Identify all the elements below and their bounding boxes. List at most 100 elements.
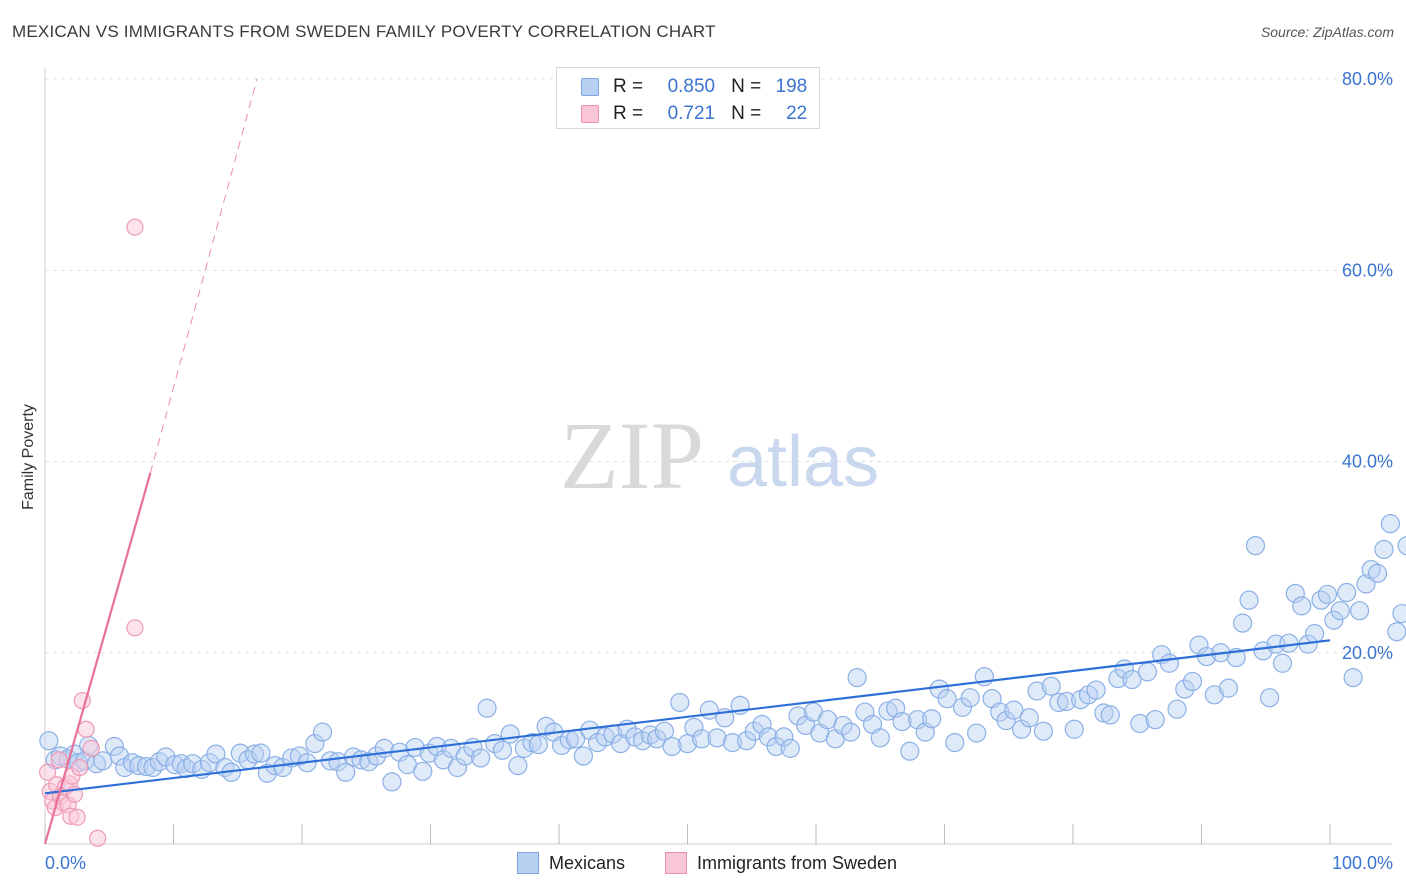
y-tick-label: 80.0% (1342, 69, 1393, 89)
mexicans-point (722, 733, 743, 753)
mexicans-point (492, 740, 513, 760)
legend-r-value: 0.850 (667, 76, 716, 97)
mexicans-point (1239, 590, 1259, 610)
mexicans-point (471, 748, 491, 768)
mexicans-point (937, 689, 957, 709)
mexicans-point (500, 724, 520, 744)
mexicans-point (305, 733, 325, 754)
sweden-trend-extension (149, 78, 258, 474)
bottom-legend-mexicans[interactable]: Mexicans (517, 852, 625, 874)
mexicans-point (1130, 713, 1150, 734)
y-axis-label: Family Poverty (20, 404, 37, 510)
sweden-swatch (665, 852, 687, 874)
mexicans-trend-line (44, 639, 1331, 795)
grid (45, 78, 1392, 654)
mexicans-label: Mexicans (549, 852, 626, 873)
mexicans-point (766, 736, 786, 757)
watermark-atlas: atlas (727, 422, 879, 502)
sweden-point (126, 619, 144, 637)
mexicans-point (1182, 671, 1203, 692)
mexicans-point (670, 692, 690, 713)
x-tick-label-min: 0.0% (45, 853, 86, 873)
legend-swatch-pink (581, 105, 599, 123)
mexicans-point (744, 721, 764, 741)
axes (44, 68, 1392, 845)
mexicans-point (230, 743, 250, 763)
sweden-point (68, 808, 86, 826)
watermark: ZIP atlas (560, 402, 879, 509)
x-tick-labels: 0.0% 100.0% (45, 853, 1393, 873)
mexicans-point (922, 709, 942, 729)
mexicans-point (413, 761, 433, 781)
mexicans-point (1145, 710, 1165, 730)
mexicans-point (960, 688, 980, 708)
mexicans-point (359, 752, 379, 772)
mexicans-point (833, 715, 853, 736)
mexicans-point (1122, 669, 1142, 690)
mexicans-point (774, 727, 794, 747)
mexicans-point (1159, 653, 1179, 673)
legend-n-label: N = (731, 103, 762, 124)
mexicans-point (780, 738, 800, 758)
mexicans-point (514, 738, 534, 758)
mexicans-point (366, 746, 387, 766)
sweden-point (89, 829, 107, 847)
mexicans-point (752, 714, 772, 735)
mexicans-point (1392, 603, 1406, 624)
mexicans-point (136, 756, 157, 777)
mexicans-point (1324, 610, 1344, 630)
mexicans-point (632, 731, 653, 751)
y-tick-labels: 20.0% 40.0% 60.0% 80.0% (1342, 69, 1393, 663)
y-tick-label: 40.0% (1342, 452, 1393, 472)
y-tick-label: 20.0% (1342, 643, 1393, 663)
mexicans-point (1041, 676, 1061, 696)
mexicans-point (536, 716, 556, 736)
mexicans-point (1056, 691, 1077, 712)
mexicans-point (528, 734, 549, 755)
mexicans-point (312, 722, 333, 742)
mexicans-point (1027, 681, 1047, 701)
mexicans-point (1064, 719, 1084, 739)
mexicans-point (1279, 633, 1299, 653)
mexicans-point (1337, 582, 1357, 603)
mexicans-point (1374, 539, 1394, 560)
sweden-label: Immigrants from Sweden (697, 852, 898, 873)
mexicans-point (878, 701, 898, 721)
bottom-legend-sweden[interactable]: Immigrants from Sweden (665, 852, 897, 874)
mexicans-point (677, 733, 698, 754)
mexicans-point (573, 746, 594, 766)
watermark-zip: ZIP (560, 402, 704, 509)
mexicans-point (1019, 708, 1039, 728)
sweden-point (82, 739, 100, 757)
mexicans-point (1292, 596, 1312, 616)
mexicans-point (587, 733, 608, 753)
mexicans-point (447, 757, 468, 778)
mexicans-point (662, 736, 682, 757)
legend-swatch-blue (581, 78, 599, 96)
legend-n-label: N = (731, 76, 762, 97)
mexicans-point (707, 728, 727, 748)
mexicans-point (1011, 719, 1032, 739)
mexicans-point (788, 706, 808, 726)
legend-r-label: R = (613, 76, 644, 97)
mexicans-point (129, 755, 149, 776)
mexicans-point (1233, 613, 1253, 633)
mexicans-point (1317, 584, 1338, 605)
legend-row-mexicans: R = 0.850 N = 198 (581, 75, 807, 99)
mexicans-point (1380, 514, 1400, 534)
mexicans-point (1108, 668, 1128, 689)
mexicans-point (870, 728, 890, 748)
mexicans-point (967, 723, 987, 743)
trend-lines (43, 78, 1331, 845)
mexicans-point (336, 762, 356, 782)
y-tick-label: 60.0% (1342, 260, 1393, 280)
mexicans-point (1033, 721, 1054, 741)
sweden-point (50, 751, 68, 769)
correlation-legend: R = 0.850 N = 198 R = 0.721 N = 22 (556, 67, 820, 129)
mexicans-point (477, 698, 497, 718)
mexicans-point (1367, 563, 1388, 583)
mexicans-point (1100, 705, 1120, 725)
mexicans-point (1260, 688, 1280, 708)
mexicans-point (1167, 699, 1187, 719)
